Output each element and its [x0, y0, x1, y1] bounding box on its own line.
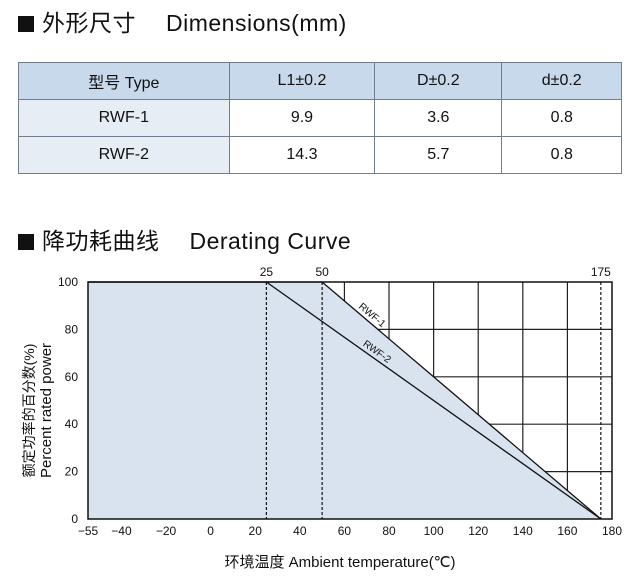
header-type: 型号 Type: [18, 62, 230, 100]
table-row: RWF-2 14.3 5.7 0.8: [18, 136, 622, 174]
y-tick-label: 100: [58, 275, 78, 289]
derating-title-cn: 降功耗曲线: [42, 228, 160, 254]
x-tick-label: 160: [557, 524, 577, 538]
x-tick-label: 60: [338, 524, 352, 538]
top-labels: 25 50 175: [260, 265, 611, 279]
temperature-markers: [265, 282, 602, 519]
top-label: 50: [315, 265, 329, 279]
plot-frame: [87, 281, 613, 520]
x-tick-labels: −55 −40 −20 0 20 40 60 80 100 120 140 160 180: [78, 524, 623, 538]
header-l1: L1±0.2: [228, 62, 376, 100]
y-tick-label: 40: [65, 417, 79, 431]
y-tick-label: 20: [65, 465, 79, 479]
x-tick-label: 0: [207, 524, 214, 538]
dimensions-title-cn: 外形尺寸: [42, 10, 136, 36]
derating-title-en: Derating Curve: [189, 228, 352, 254]
dimensions-table: 型号 Type L1±0.2 D±0.2 d±0.2 RWF-1 9.9 3.6…: [18, 62, 622, 174]
x-tick-label: −55: [78, 524, 99, 538]
table-header-row: 型号 Type L1±0.2 D±0.2 d±0.2: [18, 62, 622, 100]
top-label: 25: [260, 265, 274, 279]
cell-l1: 9.9: [228, 99, 376, 137]
derating-fill-area: [88, 282, 601, 519]
y-axis-label-cn: 额定功率的百分数(%): [21, 344, 37, 478]
derating-heading: 降功耗曲线 Derating Curve: [18, 222, 351, 256]
y-tick-labels: 0 20 40 60 80 100: [58, 275, 78, 526]
table-row: RWF-1 9.9 3.6 0.8: [18, 99, 622, 137]
y-axis-label-en: Percent rated power: [38, 343, 55, 478]
dimensions-heading: 外形尺寸 Dimensions(mm): [18, 4, 347, 38]
cell-d: 3.6: [374, 99, 503, 137]
dimensions-title-en: Dimensions(mm): [166, 10, 347, 36]
x-tick-label: 20: [249, 524, 263, 538]
y-tick-label: 0: [71, 512, 78, 526]
square-bullet-icon: [18, 234, 34, 250]
header-small-d: d±0.2: [501, 62, 622, 100]
y-tick-label: 80: [65, 322, 79, 336]
cell-d: 5.7: [374, 136, 503, 174]
cell-small-d: 0.8: [501, 99, 622, 137]
x-tick-label: 100: [424, 524, 444, 538]
header-d: D±0.2: [374, 62, 503, 100]
x-tick-label: 120: [468, 524, 488, 538]
x-tick-label: 40: [293, 524, 307, 538]
cell-type: RWF-2: [18, 136, 230, 174]
cell-l1: 14.3: [228, 136, 376, 174]
x-tick-label: −40: [111, 524, 132, 538]
x-tick-label: 180: [602, 524, 622, 538]
x-axis-label: 环境温度 Ambient temperature(℃): [224, 553, 455, 571]
top-label: 175: [591, 265, 611, 279]
y-tick-label: 60: [65, 370, 79, 384]
square-bullet-icon: [18, 16, 34, 32]
x-tick-label: −20: [156, 524, 177, 538]
cell-small-d: 0.8: [501, 136, 622, 174]
cell-type: RWF-1: [18, 99, 230, 137]
x-tick-label: 140: [513, 524, 533, 538]
x-tick-label: 80: [382, 524, 396, 538]
